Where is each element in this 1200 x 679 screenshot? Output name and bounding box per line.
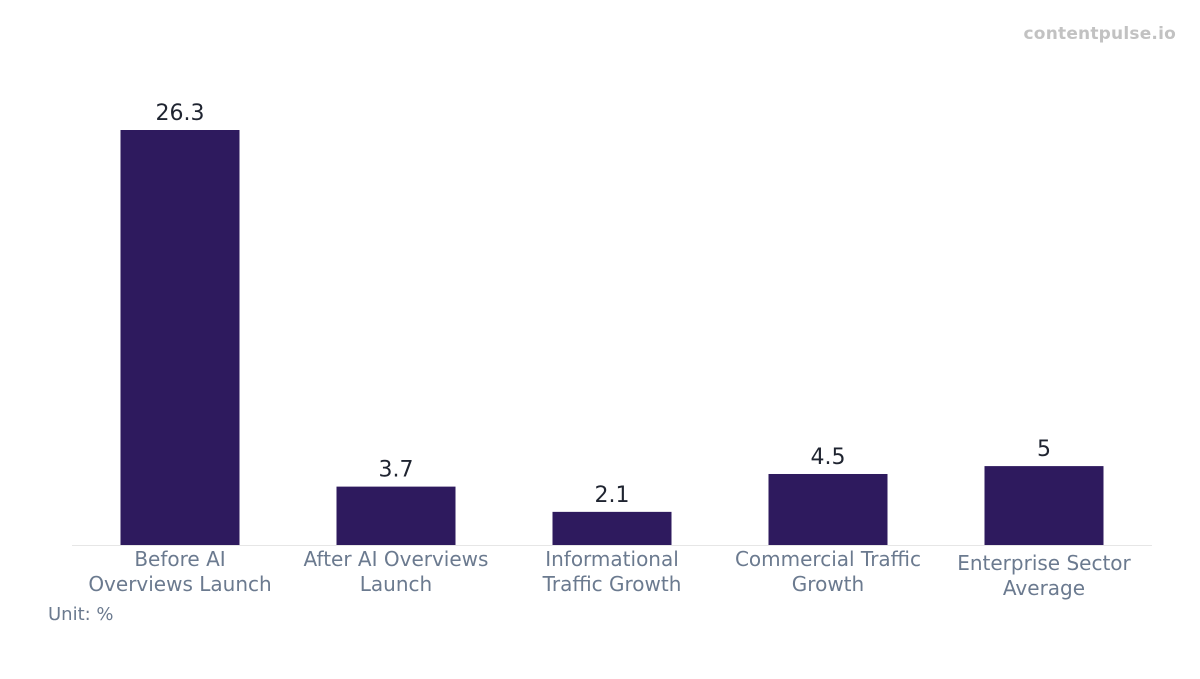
x-tick-label-line: Growth <box>792 572 864 596</box>
unit-label: Unit: % <box>48 604 114 625</box>
x-tick-label-line: After AI Overviews <box>304 547 489 571</box>
x-tick-label-line: Informational <box>545 547 679 571</box>
bar-2 <box>336 486 456 545</box>
x-tick-label-1: Before AI Overviews Launch <box>88 547 271 596</box>
x-tick-label-5: Enterprise Sector Average <box>957 551 1131 600</box>
value-label-4: 4.5 <box>811 445 846 470</box>
bar-5 <box>984 466 1104 545</box>
bar-3 <box>552 511 672 545</box>
x-tick-label-2: After AI Overviews Launch <box>304 547 489 596</box>
x-tick-label-line: Overviews Launch <box>88 572 271 596</box>
value-label-3: 2.1 <box>595 483 630 508</box>
x-tick-label-3: Informational Traffic Growth <box>542 547 682 596</box>
value-label-1: 26.3 <box>156 101 205 126</box>
value-label-5: 5 <box>1037 437 1051 462</box>
watermark-logo: contentpulse.io <box>1023 24 1176 44</box>
x-tick-label-line: Enterprise Sector <box>957 551 1131 575</box>
bar-1 <box>120 130 240 545</box>
x-tick-label-line: Traffic Growth <box>542 572 682 596</box>
x-tick-label-line: Average <box>1003 576 1085 600</box>
x-tick-label-4: Commercial Traffic Growth <box>735 547 921 596</box>
x-tick-label-line: Before AI <box>134 547 225 571</box>
bar-4 <box>768 473 888 545</box>
x-tick-label-line: Commercial Traffic <box>735 547 921 571</box>
value-label-2: 3.7 <box>379 458 414 483</box>
x-tick-label-line: Launch <box>360 572 432 596</box>
